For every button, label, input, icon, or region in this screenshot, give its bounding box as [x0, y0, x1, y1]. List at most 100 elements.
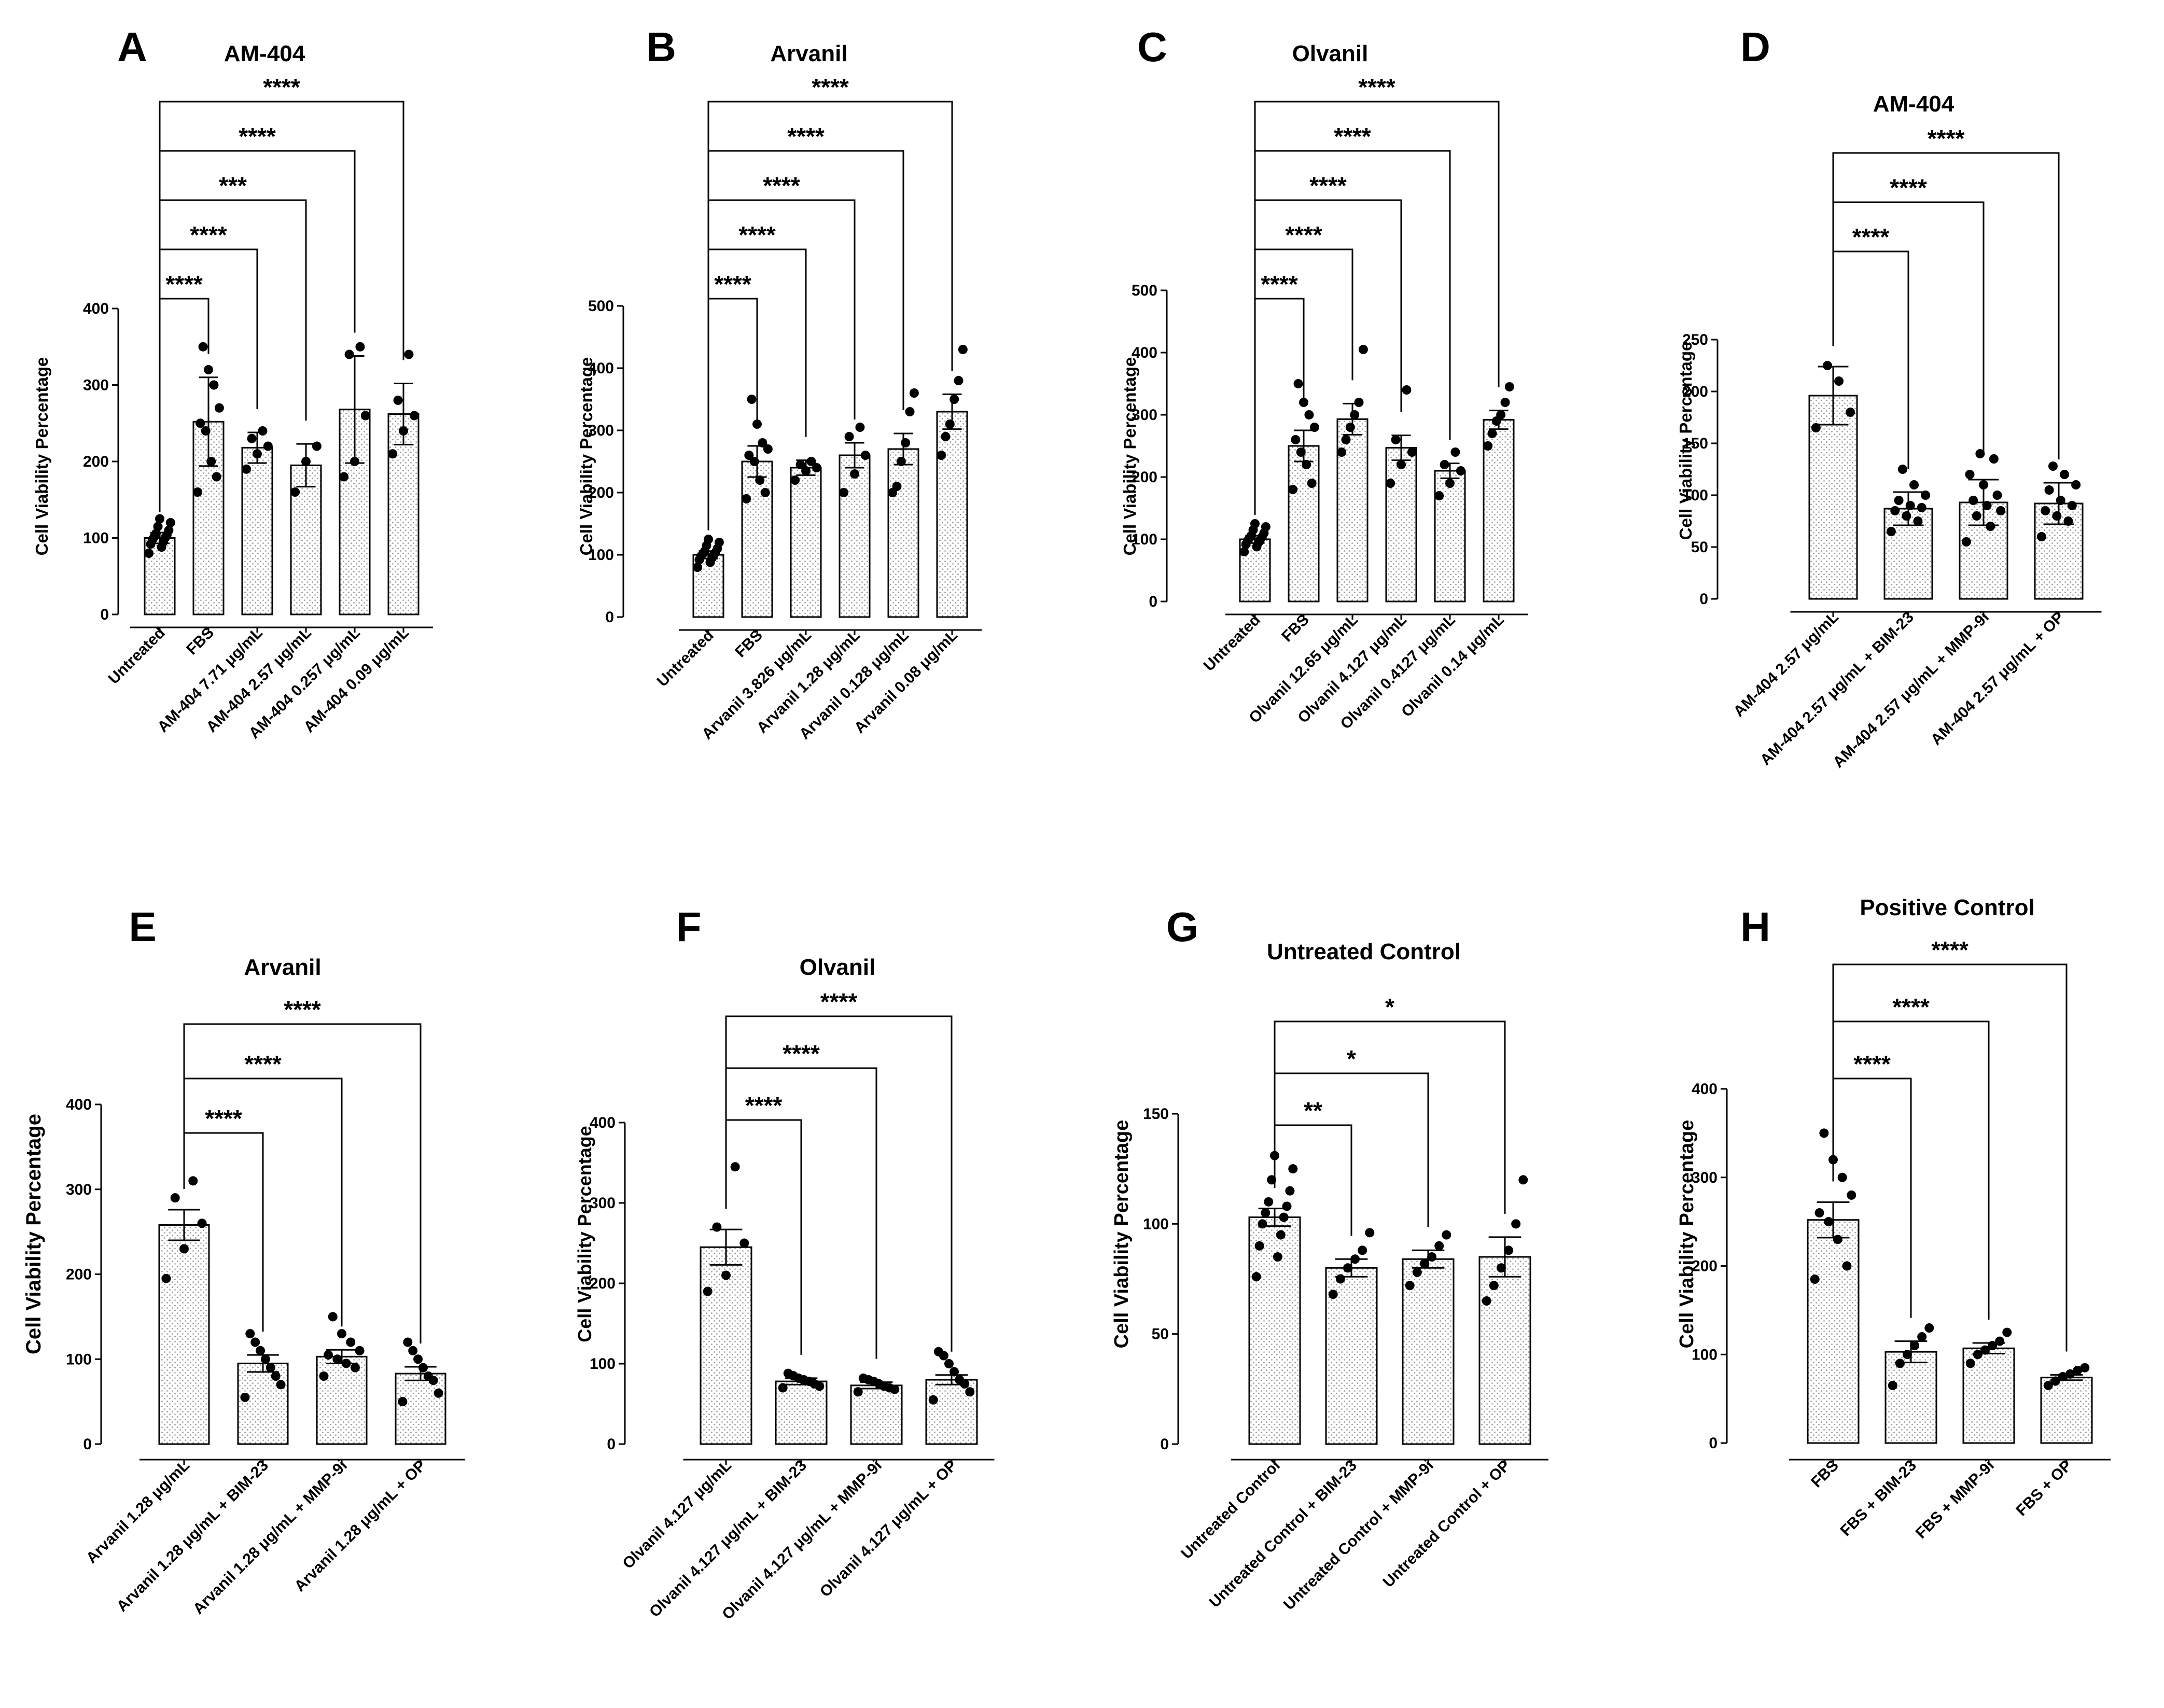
data-point: [905, 407, 915, 416]
data-point: [179, 1244, 189, 1254]
bar: [936, 411, 968, 618]
data-point: [1354, 398, 1364, 407]
data-point: [901, 438, 911, 447]
y-tick-label: 200: [588, 484, 614, 501]
data-point: [712, 1222, 722, 1232]
data-point: [1365, 1228, 1375, 1238]
data-point: [1304, 410, 1314, 419]
data-point: [399, 426, 408, 436]
significance-label: ****: [738, 221, 776, 248]
data-point: [1358, 345, 1368, 354]
data-point: [758, 438, 767, 447]
chart-panel-d: D AM-404 Cell Viability Percentage 0 50 100 15…: [1676, 24, 2102, 771]
bar: [1807, 1219, 1860, 1444]
significance-label: ****: [745, 1092, 783, 1119]
data-point: [198, 342, 208, 352]
y-axis-label: Cell Viability Percentage: [574, 1126, 595, 1342]
bar: [839, 454, 871, 618]
data-point: [434, 1388, 443, 1398]
data-point: [423, 1371, 433, 1381]
data-point: [1917, 1332, 1927, 1342]
data-point: [1328, 1290, 1338, 1299]
chart-title: Olvanil: [1292, 41, 1369, 66]
data-point: [1504, 1245, 1514, 1255]
bar: [1336, 418, 1369, 603]
x-tick-label: Untreated Control + BIM-23: [1206, 1457, 1360, 1611]
data-point: [2043, 1381, 2053, 1391]
data-point: [1811, 423, 1821, 432]
y-tick-label: 0: [83, 1436, 92, 1453]
significance-label: ****: [1852, 223, 1890, 250]
data-point: [409, 411, 419, 421]
data-point: [860, 451, 870, 460]
data-point: [2036, 532, 2046, 541]
data-point: [839, 488, 849, 497]
data-point: [1979, 480, 1988, 489]
data-point: [258, 426, 268, 436]
data-point: [2065, 1369, 2075, 1379]
data-point: [1397, 460, 1406, 469]
data-point: [1482, 1296, 1491, 1306]
data-point: [276, 1380, 286, 1390]
data-point: [2048, 461, 2058, 471]
data-point: [693, 563, 703, 572]
significance-label: ****: [1890, 174, 1927, 201]
data-point: [2041, 506, 2050, 515]
significance-bracket: [183, 1023, 422, 1343]
data-point: [1894, 496, 1904, 505]
data-point: [1434, 1241, 1444, 1251]
panel-letter: F: [676, 904, 702, 950]
panel-letter: C: [1137, 24, 1167, 70]
data-point: [1924, 1323, 1934, 1333]
data-point: [945, 419, 955, 429]
data-point: [2073, 1365, 2083, 1375]
significance-label: ***: [219, 172, 247, 199]
y-axis-label: Cell Viability Percentage: [1676, 1120, 1698, 1349]
chart-panel-c: C Olvanil Cell Viability Percentage 0 100 200…: [1120, 24, 1528, 733]
data-point: [1427, 1252, 1437, 1262]
data-point: [2071, 480, 2081, 489]
x-tick-label: Olvanil 4.127 μg/mL + OP: [817, 1457, 960, 1601]
y-tick-label: 0: [1149, 593, 1157, 610]
y-axis-label: Cell Viability Percentage: [22, 1114, 45, 1354]
y-tick-label: 500: [1132, 282, 1157, 299]
data-point: [1407, 447, 1417, 457]
bar: [387, 413, 420, 615]
data-point: [193, 487, 203, 497]
data-point: [1810, 1275, 1820, 1284]
data-point: [398, 1397, 408, 1407]
data-point: [337, 1329, 346, 1339]
data-point: [2058, 1371, 2068, 1381]
y-tick-label: 250: [1682, 331, 1708, 348]
data-point: [850, 469, 859, 479]
data-point: [721, 1270, 731, 1280]
y-tick-label: 400: [1692, 1081, 1718, 1098]
y-tick-label: 100: [1132, 531, 1157, 548]
data-point: [950, 1367, 959, 1377]
bar: [316, 1355, 368, 1445]
y-axis-label: Cell Viability Percentage: [32, 357, 51, 556]
data-point: [739, 1238, 749, 1248]
panel-letter: E: [129, 904, 156, 950]
data-point: [1995, 1336, 2005, 1346]
data-point: [1302, 460, 1311, 469]
data-point: [1909, 480, 1919, 489]
data-point: [1496, 410, 1506, 419]
significance-label: ****: [205, 1105, 242, 1132]
data-point: [260, 1354, 270, 1364]
y-tick-label: 300: [83, 377, 109, 394]
significance-label: ****: [190, 221, 227, 248]
data-point: [1276, 1230, 1286, 1240]
data-point: [1358, 1245, 1367, 1255]
significance-bracket: [159, 199, 307, 512]
data-point: [1511, 1219, 1521, 1229]
significance-bracket: [1254, 199, 1402, 515]
data-point: [1251, 1272, 1261, 1282]
x-tick-label: FBS: [183, 624, 217, 659]
x-tick-label: Arvanil 1.28 μg/mL + BIM-23: [114, 1457, 272, 1615]
data-point: [144, 549, 154, 558]
data-point: [1337, 447, 1347, 457]
data-point: [1434, 491, 1444, 500]
y-tick-label: 0: [605, 609, 614, 626]
